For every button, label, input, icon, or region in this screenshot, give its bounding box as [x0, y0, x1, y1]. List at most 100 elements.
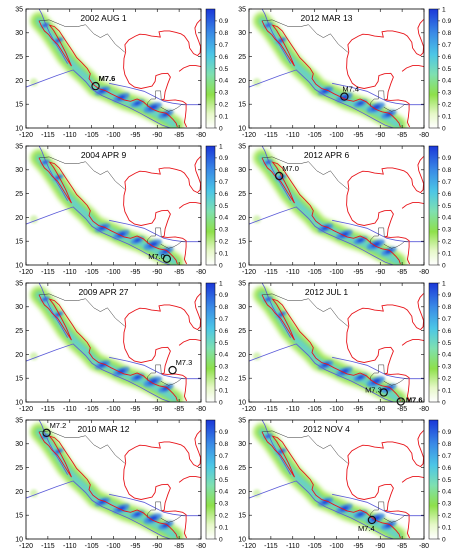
- colorbar-tick-label: 0.7: [219, 179, 228, 186]
- country-border: [261, 293, 349, 327]
- y-tick-label: 10: [15, 262, 23, 269]
- colorbar-tick-label: 0.2: [442, 376, 451, 383]
- colorbar-tick-label: 0.1: [442, 524, 451, 531]
- x-tick-label: -120: [19, 269, 33, 276]
- earthquake-label: M7.0: [282, 164, 299, 173]
- x-tick-label: -115: [264, 543, 278, 550]
- colorbar-tick-label: 0.3: [219, 364, 228, 371]
- colorbar: [205, 145, 216, 266]
- colorbar-tick-label: 0.8: [442, 441, 451, 448]
- country-border: [160, 515, 185, 523]
- panel-title: 2002 AUG 1: [80, 13, 127, 23]
- colorbar-tick-label: 0.4: [219, 215, 228, 222]
- colorbar-tick-label: 0.9: [442, 429, 451, 436]
- colorbar-tick-label: 0: [219, 399, 223, 406]
- colorbar-tick-label: 0.9: [442, 292, 451, 299]
- x-tick-label: -105: [85, 132, 99, 139]
- plate-boundary-line: [26, 69, 171, 128]
- colorbar-tick-label: 0.8: [442, 30, 451, 37]
- earthquake-marker: [91, 81, 100, 91]
- coastline: [178, 65, 201, 72]
- country-border: [383, 378, 408, 386]
- colorbar-tick-label: 0.5: [442, 340, 451, 347]
- x-tick-label: -105: [85, 406, 99, 413]
- y-tick-label: 25: [15, 328, 23, 335]
- coastline: [124, 156, 201, 194]
- plate-boundary-line: [249, 480, 394, 539]
- x-tick-label: -85: [397, 543, 407, 550]
- country-border: [38, 430, 126, 464]
- colorbar-tick-label: 0.3: [442, 501, 451, 508]
- panel-title: 2009 APR 27: [78, 287, 128, 297]
- colorbar-tick-label: 1: [219, 143, 223, 150]
- plate-boundary-line: [249, 206, 394, 265]
- colorbar-tick-label: 0: [219, 536, 223, 543]
- plate-boundary-line: [38, 283, 68, 338]
- x-tick-label: -115: [41, 132, 55, 139]
- colorbar-tick-label: 0.1: [219, 387, 228, 394]
- y-tick-label: 25: [238, 54, 246, 61]
- y-tick-label: 35: [15, 6, 23, 13]
- colorbar: [428, 282, 439, 403]
- earthquake-label: M7.6: [406, 396, 423, 405]
- coastline: [178, 202, 201, 209]
- plate-boundary-line: [249, 69, 394, 128]
- y-tick-label: 10: [15, 536, 23, 543]
- x-tick-label: -95: [130, 543, 140, 550]
- plate-boundary-line: [26, 343, 171, 402]
- map-panel: -120 -115 -110 -105 -100 -95 -90 -85 -8010152025…: [15, 143, 228, 276]
- x-tick-label: -80: [419, 543, 429, 550]
- x-tick-label: -105: [308, 269, 322, 276]
- panel-title: 2012 JUL 1: [305, 287, 348, 297]
- colorbar-tick-label: 0: [442, 399, 446, 406]
- colorbar-tick-label: 0.3: [219, 227, 228, 234]
- panel-title: 2004 APR 9: [81, 150, 127, 160]
- x-tick-label: -95: [353, 132, 363, 139]
- y-tick-label: 15: [238, 102, 246, 109]
- colorbar-tick-label: 0.9: [219, 18, 228, 25]
- x-tick-label: -85: [174, 543, 184, 550]
- colorbar-tick-label: 0: [219, 262, 223, 269]
- x-tick-label: -85: [397, 406, 407, 413]
- x-tick-label: -90: [375, 269, 385, 276]
- y-tick-label: 20: [15, 78, 23, 85]
- panel-title: 2012 MAR 13: [301, 13, 353, 23]
- x-tick-label: -115: [264, 269, 278, 276]
- country-border: [370, 364, 388, 381]
- y-tick-label: 20: [15, 352, 23, 359]
- y-tick-label: 35: [15, 417, 23, 424]
- y-tick-label: 35: [238, 143, 246, 150]
- colorbar-tick-label: 0.9: [219, 292, 228, 299]
- y-tick-label: 10: [238, 125, 246, 132]
- earthquake-label: M7.4: [342, 85, 359, 94]
- x-tick-label: -120: [242, 406, 256, 413]
- x-tick-label: -120: [242, 132, 256, 139]
- colorbar-tick-label: 0.4: [219, 352, 228, 359]
- colorbar-tick-label: 0.5: [219, 340, 228, 347]
- country-border: [38, 293, 126, 327]
- map-panel: -120 -115 -110 -105 -100 -95 -90 -85 -8010152025…: [15, 6, 228, 139]
- x-tick-label: -110: [286, 269, 300, 276]
- colorbar-tick-label: 0.6: [219, 54, 228, 61]
- colorbar-tick-label: 0.7: [442, 179, 451, 186]
- country-border: [147, 501, 165, 518]
- y-tick-label: 25: [15, 191, 23, 198]
- country-border: [147, 227, 165, 244]
- colorbar-tick-label: 0.5: [442, 66, 451, 73]
- plate-boundary-line: [249, 343, 394, 402]
- coastline: [401, 65, 424, 72]
- colorbar-tick-label: 0.5: [219, 477, 228, 484]
- coastline: [346, 325, 411, 402]
- colorbar-tick-label: 0.5: [219, 203, 228, 210]
- earthquake-marker: [274, 171, 284, 181]
- x-tick-label: -120: [19, 406, 33, 413]
- colorbar-tick-label: 0.7: [219, 453, 228, 460]
- y-tick-label: 25: [238, 191, 246, 198]
- colorbar-tick-label: 0.3: [219, 501, 228, 508]
- plate-boundary-line: [26, 480, 171, 539]
- coastline: [123, 51, 188, 128]
- colorbar-tick-label: 0.1: [442, 387, 451, 394]
- coastline: [123, 188, 188, 265]
- x-tick-label: -120: [242, 269, 256, 276]
